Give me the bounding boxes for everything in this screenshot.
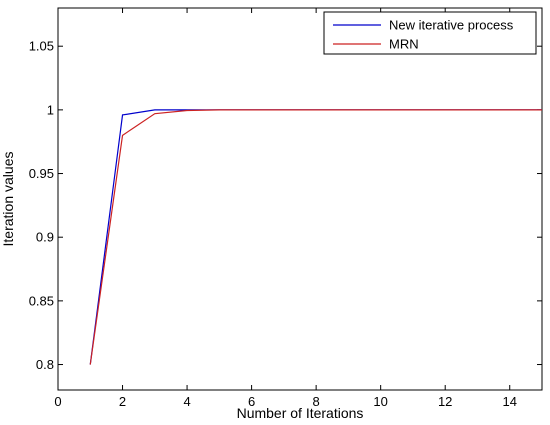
x-tick-label: 14 — [502, 394, 516, 409]
series-lines — [89, 109, 542, 365]
x-tick-label: 10 — [373, 394, 387, 409]
legend: New iterative process MRN — [323, 11, 537, 55]
legend-label-2: MRN — [389, 37, 419, 52]
series-line-2 — [89, 109, 542, 365]
x-tick-label: 2 — [119, 394, 126, 409]
legend-box — [323, 11, 537, 55]
x-tick-label: 8 — [313, 394, 320, 409]
y-tick-label: 0.9 — [36, 230, 54, 245]
y-axis-label: Iteration values — [0, 152, 16, 247]
plot-area — [57, 7, 543, 391]
x-tick-label: 4 — [183, 394, 190, 409]
x-axis-label: Number of Iterations — [237, 405, 364, 421]
x-tick-label: 0 — [54, 394, 61, 409]
legend-label-1: New iterative process — [389, 18, 514, 33]
x-tick-label: 6 — [248, 394, 255, 409]
axis-ticks: 0 2 4 6 8 10 12 14 0.8 0.85 0.9 0.95 1 1.05 — [29, 8, 542, 409]
y-tick-label: 1.05 — [29, 39, 54, 54]
y-tick-label: 0.85 — [29, 293, 54, 308]
y-tick-label: 0.8 — [36, 357, 54, 372]
y-tick-label: 0.95 — [29, 166, 54, 181]
x-tick-label: 12 — [438, 394, 452, 409]
y-tick-label: 1 — [47, 102, 54, 117]
